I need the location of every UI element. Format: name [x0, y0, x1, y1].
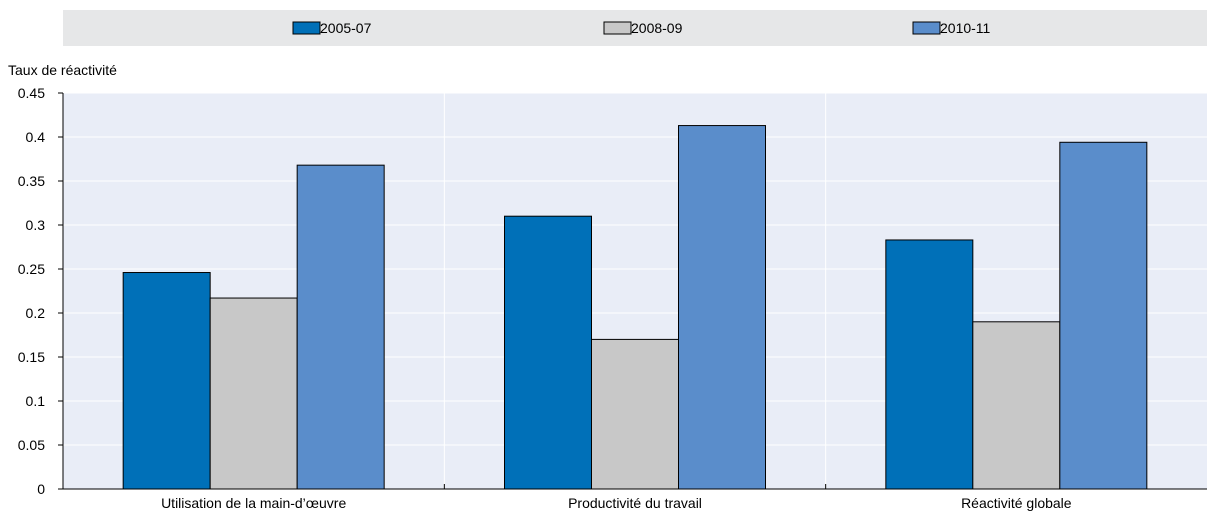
- x-axis-labels: Utilisation de la main-d’œuvre Productivi…: [161, 495, 1072, 511]
- y-tick-label: 0.4: [26, 129, 46, 145]
- bars: [122, 125, 1148, 490]
- y-axis-ticks: 0 0.05 0.1 0.15 0.2 0.25 0.3 0.35 0.4 0.45: [18, 85, 63, 497]
- bar-2008-09-2: [972, 321, 1061, 490]
- y-tick-label: 0.25: [18, 261, 45, 277]
- bar-2005-07-2: [885, 239, 974, 490]
- bar-2010-11-1: [678, 125, 766, 490]
- legend: 2005-07 2008-09 2010-11: [292, 20, 991, 36]
- bar-2005-07-0: [122, 272, 211, 490]
- axes: [62, 93, 1207, 490]
- y-tick-label: 0.1: [26, 393, 46, 409]
- bar-2010-11-2: [1059, 141, 1148, 490]
- x-category-label: Utilisation de la main-d’œuvre: [161, 495, 346, 511]
- y-tick-label: 0.15: [18, 349, 45, 365]
- legend-background: [63, 10, 1207, 46]
- legend-label: 2008-09: [631, 20, 683, 36]
- y-tick-label: 0.2: [26, 305, 46, 321]
- y-tick-label: 0.05: [18, 437, 45, 453]
- bar-2008-09-0: [209, 297, 298, 490]
- x-category-label: Réactivité globale: [961, 495, 1072, 511]
- legend-label: 2005-07: [320, 20, 372, 36]
- legend-swatch: [912, 21, 941, 35]
- legend-swatch: [603, 21, 632, 35]
- y-tick-label: 0: [37, 481, 45, 497]
- y-tick-label: 0.45: [18, 85, 45, 101]
- bar-2005-07-1: [504, 215, 592, 490]
- y-tick-label: 0.35: [18, 173, 45, 189]
- legend-label: 2010-11: [940, 20, 991, 36]
- x-category-label: Productivité du travail: [568, 495, 702, 511]
- bar-2008-09-1: [591, 338, 679, 490]
- legend-swatch: [292, 21, 321, 35]
- y-tick-label: 0.3: [26, 217, 46, 233]
- y-axis-label: Taux de réactivité: [8, 62, 117, 78]
- bar-2010-11-0: [296, 164, 385, 490]
